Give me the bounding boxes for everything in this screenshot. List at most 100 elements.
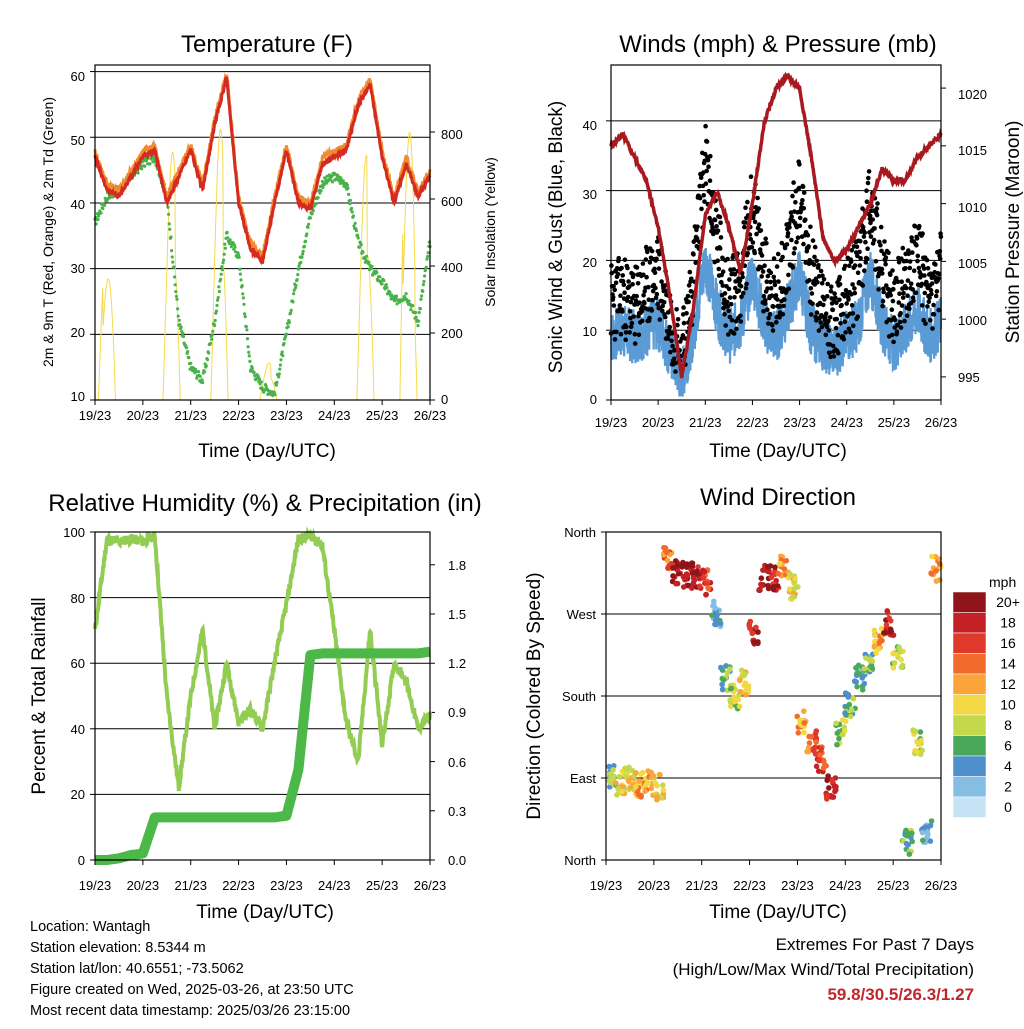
direction-point bbox=[765, 585, 772, 592]
direction-point bbox=[713, 613, 720, 619]
direction-point bbox=[873, 650, 879, 656]
gust-point bbox=[769, 293, 775, 299]
direction-point bbox=[770, 584, 777, 590]
direction-point bbox=[632, 783, 639, 790]
gust-point bbox=[855, 270, 861, 276]
dewpoint-point bbox=[139, 164, 143, 168]
gust-point bbox=[731, 267, 737, 272]
dewpoint-point bbox=[176, 314, 180, 318]
dewpoint-point bbox=[143, 164, 147, 168]
y-tick-label: 30 bbox=[71, 261, 85, 276]
gust-point bbox=[880, 303, 885, 309]
pressure-line bbox=[609, 71, 943, 379]
gust-point bbox=[865, 246, 870, 251]
dewpoint-point bbox=[356, 233, 360, 237]
gust-point bbox=[732, 272, 738, 277]
dewpoint-point bbox=[247, 350, 251, 354]
gust-point bbox=[899, 279, 904, 285]
dewpoint-point bbox=[394, 294, 399, 298]
dewpoint-point bbox=[424, 265, 428, 269]
dewpoint-point bbox=[353, 221, 357, 225]
gust-point bbox=[924, 281, 929, 286]
direction-frame bbox=[605, 531, 942, 861]
dewpoint-point bbox=[234, 250, 238, 254]
gust-point bbox=[883, 261, 888, 267]
dewpoint-point bbox=[417, 310, 421, 315]
direction-point bbox=[795, 730, 802, 736]
gust-point bbox=[667, 324, 672, 330]
gust-point bbox=[706, 164, 711, 169]
gust-point bbox=[841, 311, 846, 317]
gust-point bbox=[634, 293, 639, 299]
gust-point bbox=[786, 286, 792, 292]
gust-point bbox=[641, 293, 646, 298]
direction-point bbox=[619, 788, 625, 795]
direction-point bbox=[654, 794, 660, 800]
gust-point bbox=[855, 314, 860, 320]
gust-point bbox=[888, 292, 893, 298]
dewpoint-point bbox=[278, 363, 282, 367]
gust-point bbox=[756, 222, 762, 227]
direction-point bbox=[742, 680, 749, 686]
gust-point bbox=[890, 298, 896, 304]
direction-point bbox=[689, 585, 695, 591]
gust-point bbox=[852, 263, 858, 268]
gust-point bbox=[657, 317, 663, 322]
humidity-ylabel: Percent & Total Rainfall bbox=[29, 597, 50, 794]
dewpoint-point bbox=[339, 176, 343, 180]
dewpoint-point bbox=[215, 303, 219, 308]
gust-point bbox=[764, 279, 770, 285]
gust-point bbox=[621, 282, 627, 288]
gust-point bbox=[766, 315, 771, 321]
temperature-y2label: Solar Insolation (Yellow) bbox=[482, 157, 498, 307]
gust-point bbox=[646, 297, 652, 303]
x-tick-label: 21/23 bbox=[174, 878, 207, 893]
gust-point bbox=[761, 293, 767, 299]
gust-point bbox=[727, 314, 733, 320]
direction-point bbox=[612, 780, 619, 786]
gust-point bbox=[825, 294, 830, 299]
direction-point bbox=[898, 664, 905, 671]
x-tick-label: 19/23 bbox=[590, 878, 623, 893]
gust-point bbox=[684, 311, 689, 316]
direction-point bbox=[791, 585, 798, 592]
gust-point bbox=[655, 301, 660, 307]
gust-point bbox=[737, 278, 743, 283]
gust-point bbox=[642, 289, 647, 294]
dewpoint-point bbox=[348, 202, 352, 206]
gust-point bbox=[739, 294, 744, 300]
gust-point bbox=[878, 224, 884, 230]
gust-point bbox=[620, 309, 625, 314]
gust-point bbox=[632, 341, 638, 346]
y-tick-label: 10 bbox=[71, 389, 85, 404]
dewpoint-point bbox=[308, 216, 312, 220]
direction-point bbox=[869, 665, 875, 671]
gust-point bbox=[703, 123, 708, 129]
dewpoint-point bbox=[329, 178, 333, 182]
gust-point bbox=[702, 199, 707, 204]
direction-point bbox=[884, 608, 890, 614]
gust-point bbox=[925, 304, 930, 309]
dewpoint-point bbox=[243, 315, 247, 319]
gust-point bbox=[867, 213, 873, 219]
dewpoint-point bbox=[419, 297, 423, 301]
gust-point bbox=[663, 314, 668, 320]
gust-point bbox=[834, 300, 839, 306]
dewpoint-point bbox=[296, 273, 300, 277]
dewpoint-point bbox=[101, 206, 105, 211]
gust-point bbox=[900, 245, 906, 251]
y2-tick-label: 200 bbox=[441, 326, 463, 341]
gust-point bbox=[763, 236, 768, 241]
dewpoint-point bbox=[237, 255, 241, 259]
direction-point bbox=[834, 741, 840, 748]
direction-point bbox=[633, 770, 639, 776]
gust-point bbox=[793, 200, 798, 205]
dewpoint-point bbox=[421, 289, 425, 293]
y-tick-label: 20 bbox=[71, 325, 85, 340]
gust-point bbox=[786, 272, 791, 278]
gust-point bbox=[764, 307, 770, 313]
legend-swatch bbox=[952, 612, 987, 634]
direction-point bbox=[758, 575, 765, 581]
y2-tick-label: 600 bbox=[441, 194, 463, 209]
precipitation-line bbox=[90, 646, 435, 865]
